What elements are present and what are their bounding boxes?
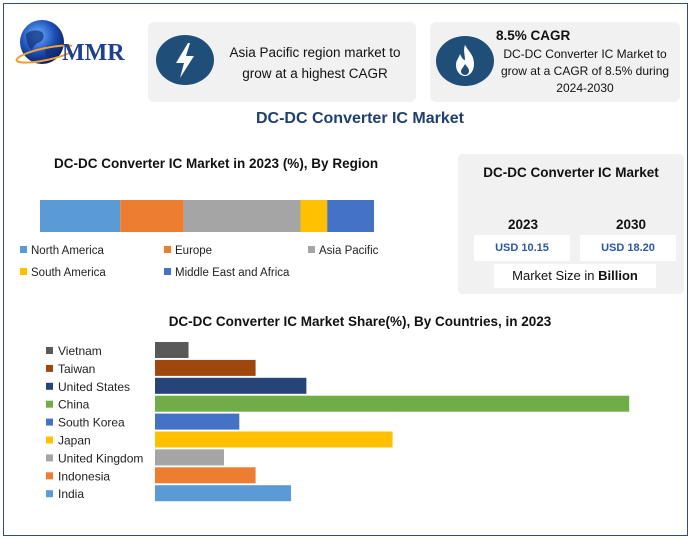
- legend-item-middle-east-and-africa: Middle East and Africa: [164, 267, 289, 279]
- country-bar-indonesia: [155, 467, 256, 484]
- country-label-indonesia: Indonesia: [58, 469, 110, 483]
- market-size-title: DC-DC Converter IC Market: [483, 165, 659, 180]
- legend-swatch-taiwan: [46, 364, 53, 372]
- legend-label: Asia Pacific: [319, 245, 379, 257]
- region-segment-middle-east-and-africa: [327, 200, 374, 232]
- country-chart-title: DC-DC Converter IC Market Share(%), By C…: [168, 314, 552, 329]
- unit-prefix: Market Size in: [512, 268, 599, 283]
- country-bar-china: [155, 395, 630, 412]
- country-bar-taiwan: [155, 359, 256, 376]
- legend-label: Middle East and Africa: [175, 267, 290, 279]
- legend-swatch: [20, 268, 27, 275]
- country-label-united-states: United States: [58, 380, 130, 394]
- legend-swatch: [308, 246, 315, 253]
- cagr-title: 8.5% CAGR: [496, 28, 571, 43]
- legend-item-asia-pacific: Asia Pacific: [308, 245, 378, 257]
- region-segment-asia-pacific: [183, 200, 301, 232]
- legend-swatch-japan: [46, 436, 53, 444]
- country-bar-united-states: [155, 377, 307, 394]
- cagr-box: 8.5% CAGR DC-DC Converter IC Market to g…: [430, 22, 680, 102]
- country-bar-chart: Vietnam Taiwan United States China South Kor…: [46, 342, 630, 502]
- year-end: 2030: [616, 217, 647, 232]
- logo-text: MMR: [62, 40, 125, 66]
- unit-bold: Billion: [598, 268, 638, 283]
- region-segment-europe: [120, 200, 184, 232]
- cagr-icon-circle: [436, 36, 494, 86]
- globe-icon: [15, 20, 72, 64]
- legend-item-south-america: South America: [20, 267, 106, 279]
- country-label-south-korea: South Korea: [58, 416, 125, 430]
- legend-swatch-china: [46, 400, 53, 408]
- region-stacked-bar: [40, 200, 374, 232]
- legend-swatch: [20, 246, 27, 253]
- market-size-panel: DC-DC Converter IC Market 2023 2030 USD …: [458, 154, 684, 294]
- legend-swatch-united-kingdom: [46, 454, 53, 462]
- mmr-logo: MMR: [12, 14, 142, 70]
- region-chart-title: DC-DC Converter IC Market in 2023 (%), B…: [54, 156, 379, 171]
- legend-label: South America: [31, 267, 106, 279]
- country-label-india: India: [58, 487, 84, 501]
- country-label-united-kingdom: United Kingdom: [58, 451, 143, 465]
- legend-swatch-vietnam: [46, 347, 53, 354]
- legend-swatch: [164, 246, 171, 253]
- cagr-text: DC-DC Converter IC Market to grow at a C…: [500, 47, 670, 95]
- legend-item-europe: Europe: [164, 245, 212, 257]
- value-end: USD 18.20: [580, 235, 676, 261]
- legend-swatch-united-states: [46, 382, 53, 390]
- market-size-unit: Market Size in Billion: [494, 264, 656, 288]
- country-bar-japan: [155, 431, 393, 448]
- country-label-china: China: [58, 398, 90, 412]
- flame-icon: [456, 45, 474, 76]
- country-label-taiwan: Taiwan: [58, 362, 95, 376]
- country-label-vietnam: Vietnam: [58, 344, 102, 358]
- value-start: USD 10.15: [474, 235, 570, 261]
- country-bar-vietnam: [155, 342, 189, 358]
- country-bar-united-kingdom: [155, 449, 224, 466]
- legend-swatch-south-korea: [46, 418, 53, 426]
- country-label-japan: Japan: [58, 434, 91, 448]
- legend-swatch-india: [46, 490, 53, 498]
- legend-label: North America: [31, 245, 104, 257]
- highlight-box: Asia Pacific region market to grow at a …: [148, 22, 416, 102]
- legend-swatch: [164, 268, 171, 275]
- region-segment-south-america: [300, 200, 328, 232]
- country-bar-india: [155, 485, 292, 502]
- lightning-bolt-icon: [176, 43, 194, 78]
- legend-label: Europe: [175, 245, 213, 257]
- legend-item-north-america: North America: [20, 245, 104, 257]
- region-segment-north-america: [40, 200, 121, 232]
- legend-swatch-indonesia: [46, 472, 53, 480]
- year-start: 2023: [508, 217, 539, 232]
- page-title: DC-DC Converter IC Market: [255, 110, 465, 127]
- highlight-text: Asia Pacific region market to grow at a …: [229, 45, 401, 81]
- highlight-icon-circle: [156, 35, 214, 85]
- country-bar-south-korea: [155, 413, 240, 430]
